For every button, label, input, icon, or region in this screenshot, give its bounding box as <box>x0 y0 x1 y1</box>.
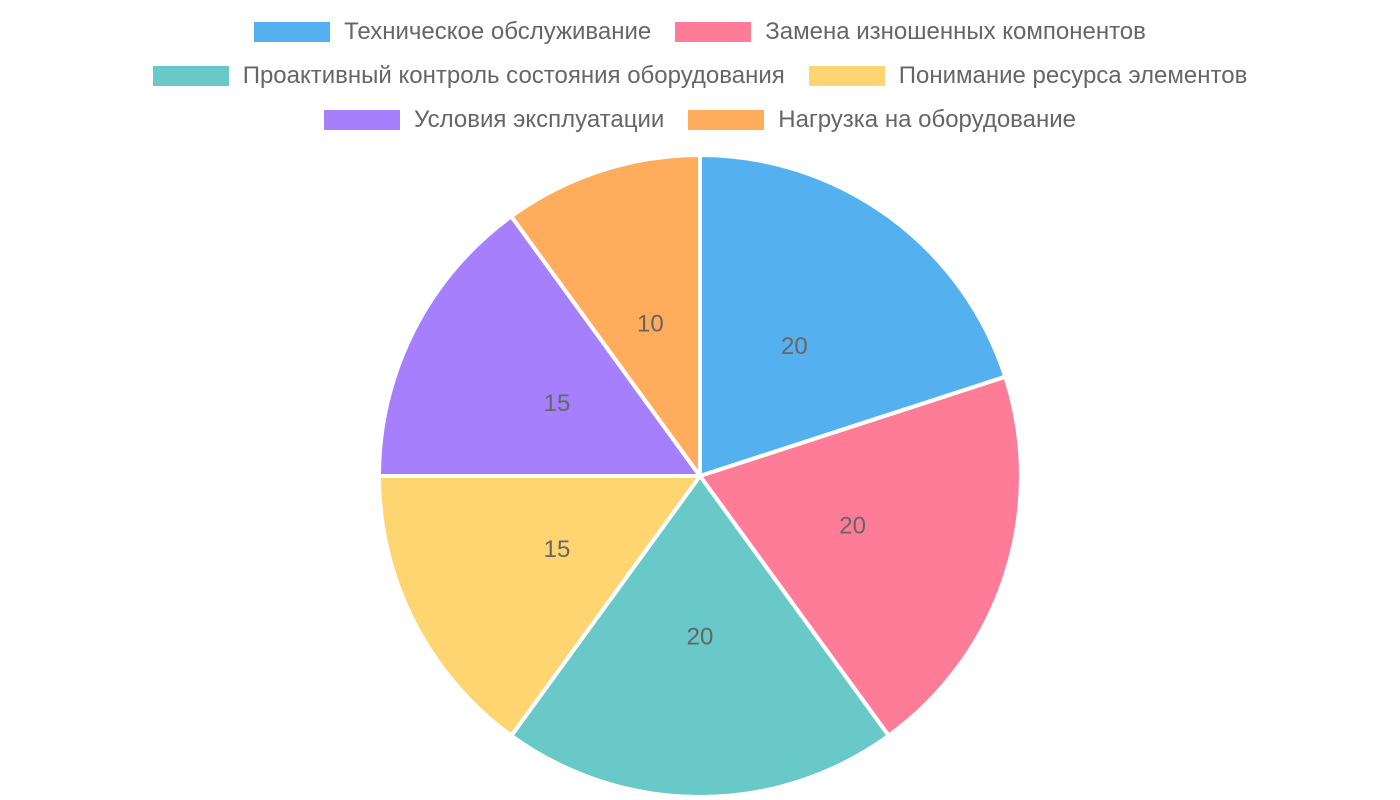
pie-slice[interactable] <box>377 474 702 738</box>
pie-slices <box>377 153 1023 799</box>
slice-value-label: 20 <box>687 624 714 651</box>
slice-value-label: 20 <box>839 513 866 540</box>
legend-row-1: Техническое обслуживание Замена изношенн… <box>0 18 1400 46</box>
slice-value-label: 15 <box>544 536 571 563</box>
pie-slice[interactable] <box>377 214 702 478</box>
pie-slice[interactable] <box>509 474 891 799</box>
legend-row-2: Проактивный контроль состояния оборудова… <box>0 62 1400 90</box>
legend-item-maintenance[interactable]: Техническое обслуживание <box>254 18 651 46</box>
legend-item-proactive-monitoring[interactable]: Проактивный контроль состояния оборудова… <box>152 62 785 90</box>
legend-label: Понимание ресурса элементов <box>898 62 1248 89</box>
legend-label: Техническое обслуживание <box>344 18 652 45</box>
legend-label: Замена изношенных компонентов <box>765 18 1146 45</box>
legend-swatch <box>675 22 752 42</box>
legend-label: Нагрузка на оборудование <box>778 106 1077 133</box>
legend-item-component-replacement[interactable]: Замена изношенных компонентов <box>675 18 1146 46</box>
slice-value-label: 10 <box>637 310 664 337</box>
legend-item-equipment-load[interactable]: Нагрузка на оборудование <box>688 106 1076 134</box>
pie-slice[interactable] <box>698 374 1023 738</box>
legend-item-operating-conditions[interactable]: Условия эксплуатации <box>323 106 665 134</box>
legend-swatch <box>254 22 331 42</box>
legend-swatch <box>688 110 765 130</box>
pie-slice[interactable] <box>698 153 1008 478</box>
legend-swatch <box>808 66 885 86</box>
slice-value-label: 15 <box>544 390 571 417</box>
legend-swatch <box>152 66 229 86</box>
legend-swatch <box>323 110 400 130</box>
legend-item-resource-understanding[interactable]: Понимание ресурса элементов <box>808 62 1248 90</box>
slice-value-label: 20 <box>781 333 808 360</box>
legend-label: Проактивный контроль состояния оборудова… <box>242 62 785 89</box>
legend-row-3: Условия эксплуатации Нагрузка на оборудо… <box>0 106 1400 134</box>
legend-label: Условия эксплуатации <box>413 106 665 133</box>
pie-labels: 20 20 20 15 15 10 <box>544 310 866 650</box>
pie-slice[interactable] <box>509 153 702 478</box>
